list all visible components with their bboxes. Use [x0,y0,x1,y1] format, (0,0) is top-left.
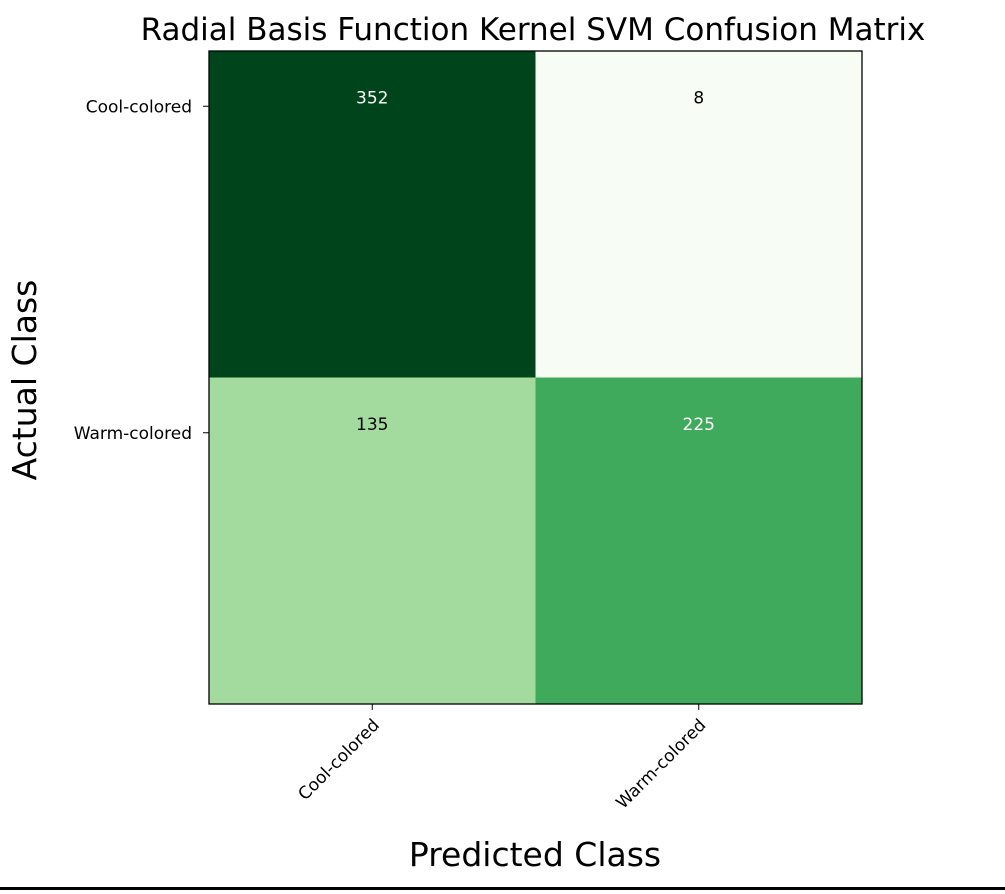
x-tick-label: Warm-colored [613,715,711,813]
cell-value-label: 8 [693,88,704,108]
cell-value-label: 352 [356,88,388,108]
y-tick-label: Cool-colored [86,97,192,117]
plot-frame [208,50,863,705]
heatmap-cell [535,51,863,378]
chart-title: Radial Basis Function Kernel SVM Confusi… [141,12,926,48]
heatmap-cell [209,51,536,378]
cell-value-label: 135 [356,415,388,435]
x-axis-ticks: Cool-colored Warm-colored [294,704,710,813]
x-axis-label: Predicted Class [409,835,661,874]
y-axis-ticks: Cool-colored Warm-colored [74,97,209,444]
y-axis-label: Actual Class [5,280,44,481]
bottom-border [0,887,1005,890]
x-tick-label: Cool-colored [294,715,383,804]
heatmap-cells [209,51,863,705]
cell-value-label: 225 [683,415,715,435]
heatmap-value-labels: 352 8 135 225 [356,88,715,435]
y-tick-label: Warm-colored [74,424,192,444]
heatmap-cell [209,377,536,705]
heatmap-cell [535,377,863,705]
